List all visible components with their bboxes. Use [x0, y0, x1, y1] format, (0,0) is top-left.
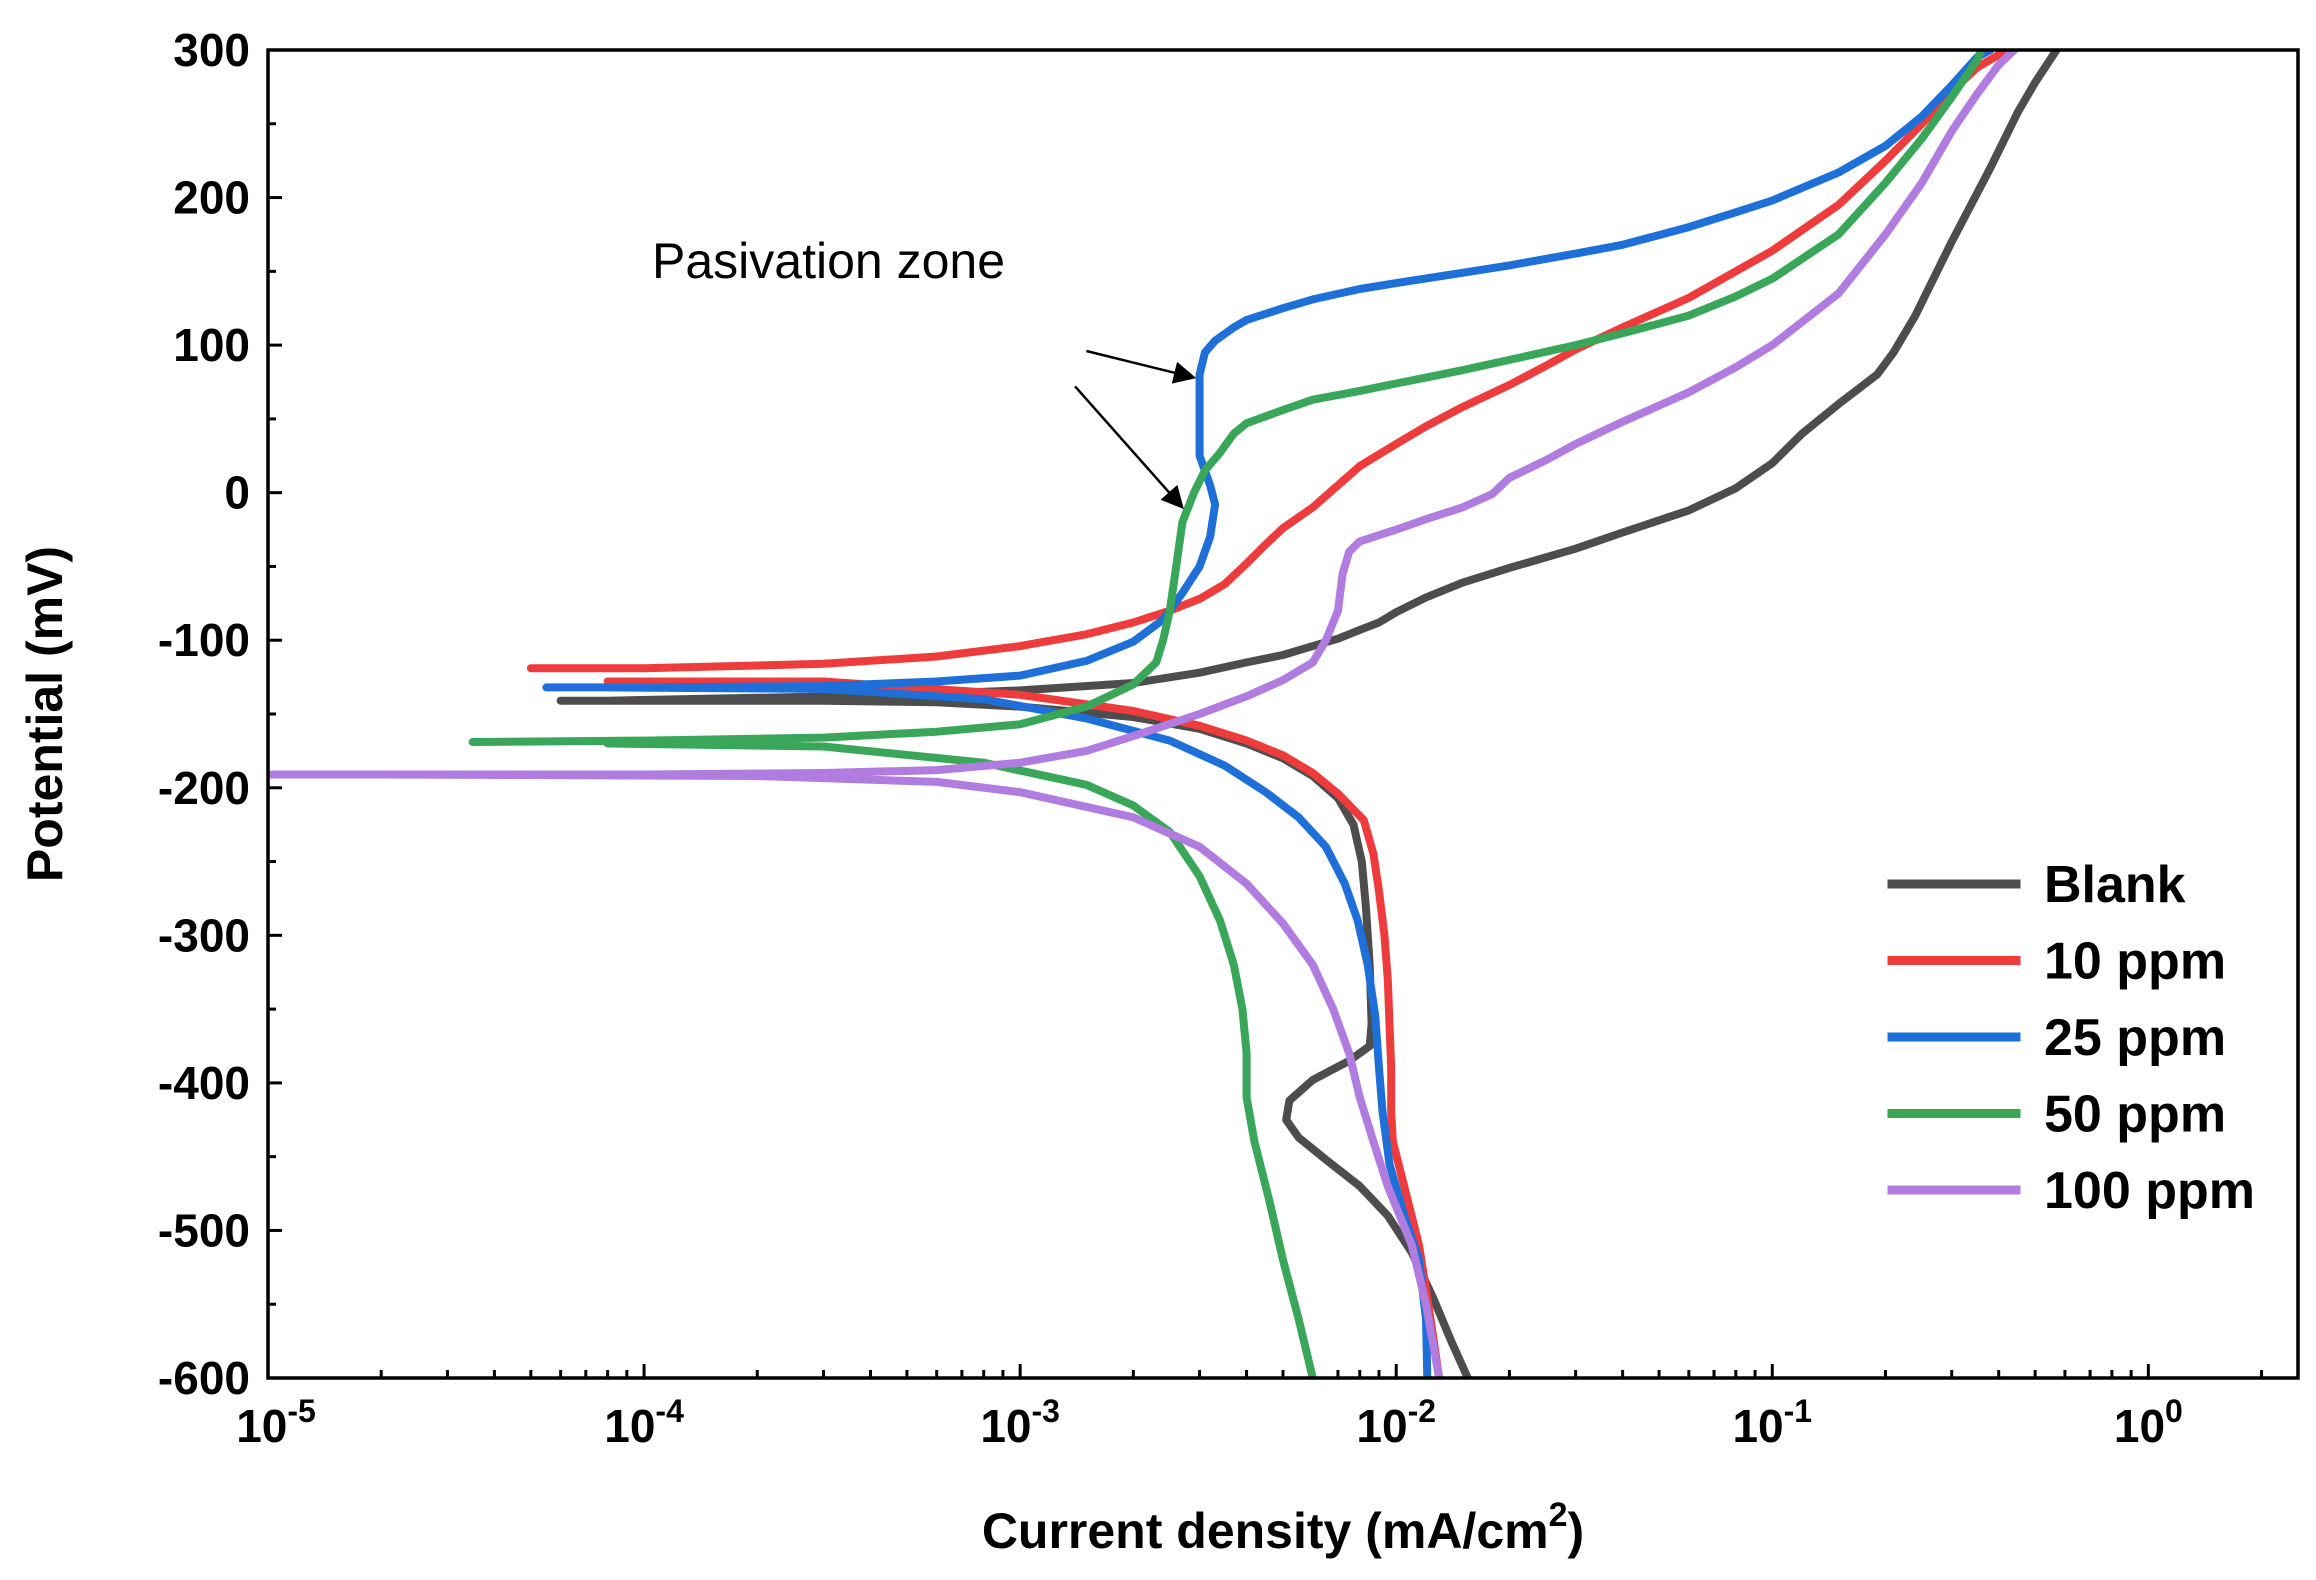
- y-tick-label: -300: [158, 909, 250, 961]
- x-tick-labels: 10-5 10-4 10-3 10-2 10-1 100: [236, 1393, 2183, 1452]
- series-line-100-ppm: [268, 50, 2019, 1378]
- legend-label: 10 ppm: [2044, 933, 2226, 991]
- legend-label: Blank: [2044, 856, 2186, 914]
- y-tick-label: 200: [173, 172, 250, 224]
- legend: Blank 10 ppm 25 ppm 50 ppm 100 ppm: [1887, 856, 2255, 1220]
- x-tick-label: 10-4: [604, 1393, 684, 1452]
- legend-label: 50 ppm: [2044, 1086, 2226, 1144]
- y-tick-label: -500: [158, 1204, 250, 1256]
- y-tick-label: 300: [173, 24, 250, 76]
- y-tick-labels: 300 200 100 0 -100 -200 -300 -400 -500 -600: [158, 24, 250, 1404]
- x-tick-label: 10-2: [1356, 1393, 1436, 1452]
- plot-frame: [266, 48, 2300, 1380]
- y-tick-label: -200: [158, 762, 250, 814]
- y-tick-label: 0: [224, 467, 250, 519]
- x-tick-label: 100: [2114, 1393, 2183, 1452]
- annotation: Pasivation zone: [652, 233, 1197, 510]
- legend-label: 25 ppm: [2044, 1009, 2226, 1067]
- x-tick-label: 10-3: [980, 1393, 1060, 1452]
- series-line-50-ppm: [468, 50, 1986, 1378]
- legend-label: 100 ppm: [2044, 1162, 2255, 1220]
- series-line-25-ppm: [542, 50, 1995, 1378]
- annotation-label: Pasivation zone: [652, 233, 1005, 289]
- y-tick-label: -400: [158, 1057, 250, 1109]
- x-axis-title: Current density (mA/cm2): [982, 1496, 1584, 1559]
- y-tick-label: 100: [173, 319, 250, 371]
- data-series: [268, 50, 2061, 1378]
- annotation-arrow: [1074, 385, 1184, 510]
- annotation-arrow: [1086, 349, 1197, 384]
- y-tick-label: -600: [158, 1352, 250, 1404]
- x-tick-label: 10-5: [236, 1393, 316, 1452]
- x-tick-label: 10-1: [1732, 1393, 1812, 1452]
- y-axis-title: Potential (mV): [17, 546, 73, 882]
- y-tick-label: -100: [158, 614, 250, 666]
